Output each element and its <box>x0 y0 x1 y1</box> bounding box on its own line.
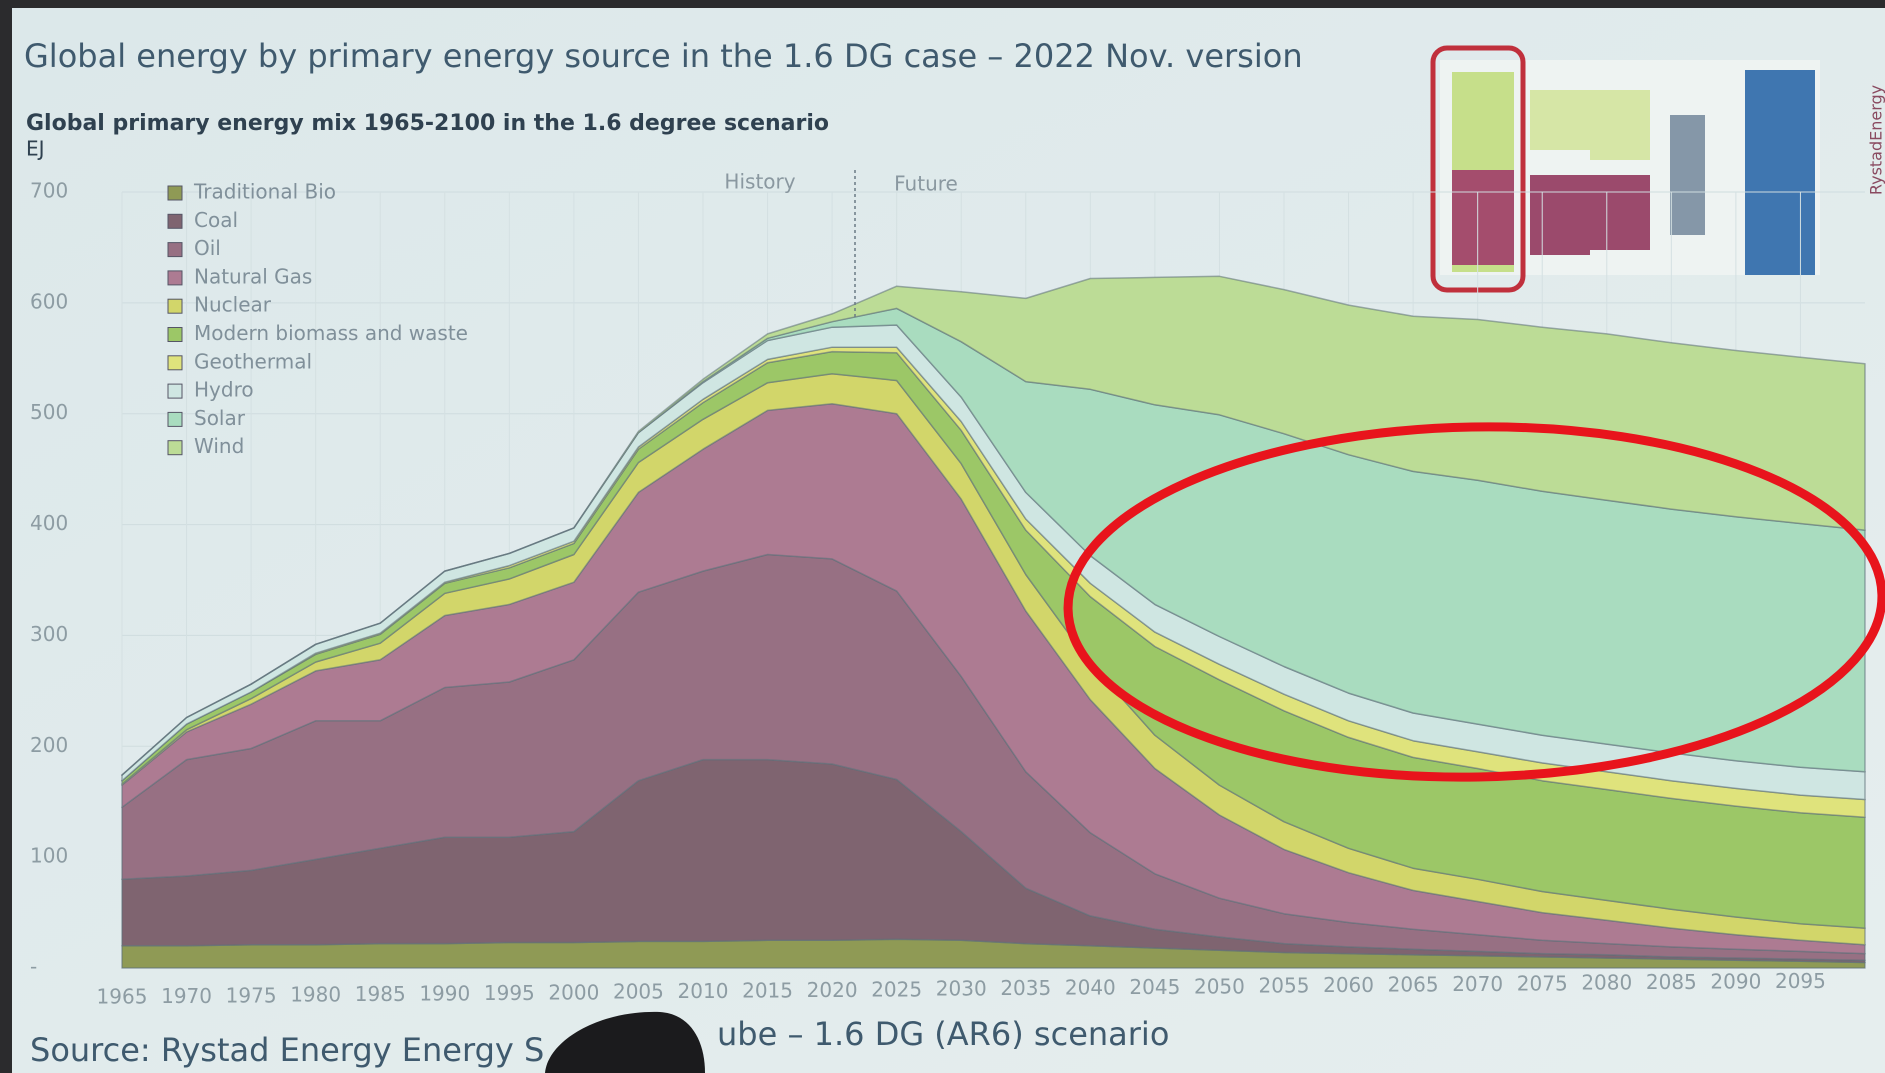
x-tick-label: 2015 <box>742 979 793 1003</box>
legend-swatch <box>167 411 183 427</box>
legend-label: Oil <box>194 236 221 260</box>
x-tick-label: 2045 <box>1129 975 1180 999</box>
x-tick-label: 2010 <box>678 979 729 1003</box>
x-tick-label: 2080 <box>1581 971 1632 995</box>
x-tick-label: 1975 <box>226 983 277 1007</box>
y-tick-label: 300 <box>30 622 68 646</box>
y-axis-label: EJ <box>26 137 45 161</box>
logo: RystadEnergy <box>1867 85 1885 195</box>
chart-subtitle: Global primary energy mix 1965-2100 in t… <box>26 111 829 136</box>
legend-label: Hydro <box>194 378 254 402</box>
legend-swatch <box>167 270 183 286</box>
x-tick-label: 1970 <box>161 984 212 1008</box>
legend-swatch <box>167 355 183 371</box>
x-tick-label: 2075 <box>1517 971 1568 995</box>
y-tick-label: 700 <box>30 179 68 203</box>
x-tick-label: 2060 <box>1323 973 1374 997</box>
legend-label: Traditional Bio <box>193 180 336 204</box>
legend-swatch <box>167 185 183 201</box>
legend-label: Wind <box>194 434 244 458</box>
x-tick-label: 1980 <box>290 983 341 1007</box>
area <box>121 275 1866 776</box>
legend-label: Natural Gas <box>194 264 312 288</box>
x-tick-label: 2095 <box>1775 969 1826 993</box>
annotation: Future <box>894 172 958 196</box>
inset-block <box>1590 90 1650 160</box>
y-tick-label: 200 <box>30 733 68 757</box>
slide-title: Global energy by primary energy source i… <box>24 37 1303 75</box>
y-tick-label: 500 <box>30 400 68 424</box>
x-tick-label: 2050 <box>1194 974 1245 998</box>
plot-area: - 100 200 300 400 500 600 700 1965 1970 1975 1980 19… <box>30 179 1866 1009</box>
legend-label: Modern biomass and waste <box>194 321 468 345</box>
legend-swatch <box>167 327 183 342</box>
x-tick-label: 2055 <box>1259 974 1310 998</box>
annotation: History <box>724 170 795 194</box>
inset-block <box>1670 115 1705 235</box>
legend-label: Coal <box>194 208 238 232</box>
x-tick-label: 2085 <box>1646 970 1697 994</box>
x-tick-label: 2070 <box>1452 972 1503 996</box>
source-text: ube – 1.6 DG (AR6) scenario <box>717 1015 1169 1053</box>
legend-swatch <box>167 383 183 399</box>
x-tick-label: 2065 <box>1388 973 1439 997</box>
source-text: Source: Rystad Energy Energy S <box>30 1031 544 1069</box>
legend: Traditional Bio Coal Oil Natural Gas Nuclear… <box>167 180 468 458</box>
legend-swatch <box>167 440 183 456</box>
legend-swatch <box>167 298 183 314</box>
y-tick-label: - <box>30 955 37 979</box>
x-tick-label: 2000 <box>548 980 599 1004</box>
x-tick-label: 2040 <box>1065 976 1116 1000</box>
legend-swatch <box>167 242 183 258</box>
x-tick-label: 2030 <box>936 977 987 1001</box>
x-tick-label: 2090 <box>1710 970 1761 994</box>
inset-block <box>1530 175 1590 255</box>
legend-swatch <box>167 213 183 229</box>
highlight-ellipse <box>1063 422 1885 782</box>
legend-label: Nuclear <box>194 293 272 317</box>
inset-block <box>1590 175 1650 250</box>
y-tick-label: 100 <box>30 844 68 868</box>
y-tick-label: 600 <box>30 289 68 313</box>
legend-label: Solar <box>194 406 246 430</box>
x-tick-label: 1990 <box>419 982 470 1006</box>
x-tick-label: 2025 <box>871 977 922 1001</box>
inset-block <box>1745 70 1815 275</box>
inset-diagram <box>1430 45 1820 293</box>
x-tick-label: 2020 <box>807 978 858 1002</box>
legend-label: Geothermal <box>194 349 312 373</box>
audience-head <box>545 1011 705 1073</box>
y-tick-label: 400 <box>30 511 68 535</box>
x-tick-label: 1995 <box>484 981 535 1005</box>
x-tick-label: 2005 <box>613 980 664 1004</box>
x-tick-label: 2035 <box>1000 976 1051 1000</box>
inset-block <box>1452 170 1514 265</box>
x-tick-label: 1985 <box>355 982 406 1006</box>
inset-block <box>1530 90 1590 150</box>
x-tick-label: 1965 <box>97 985 148 1009</box>
